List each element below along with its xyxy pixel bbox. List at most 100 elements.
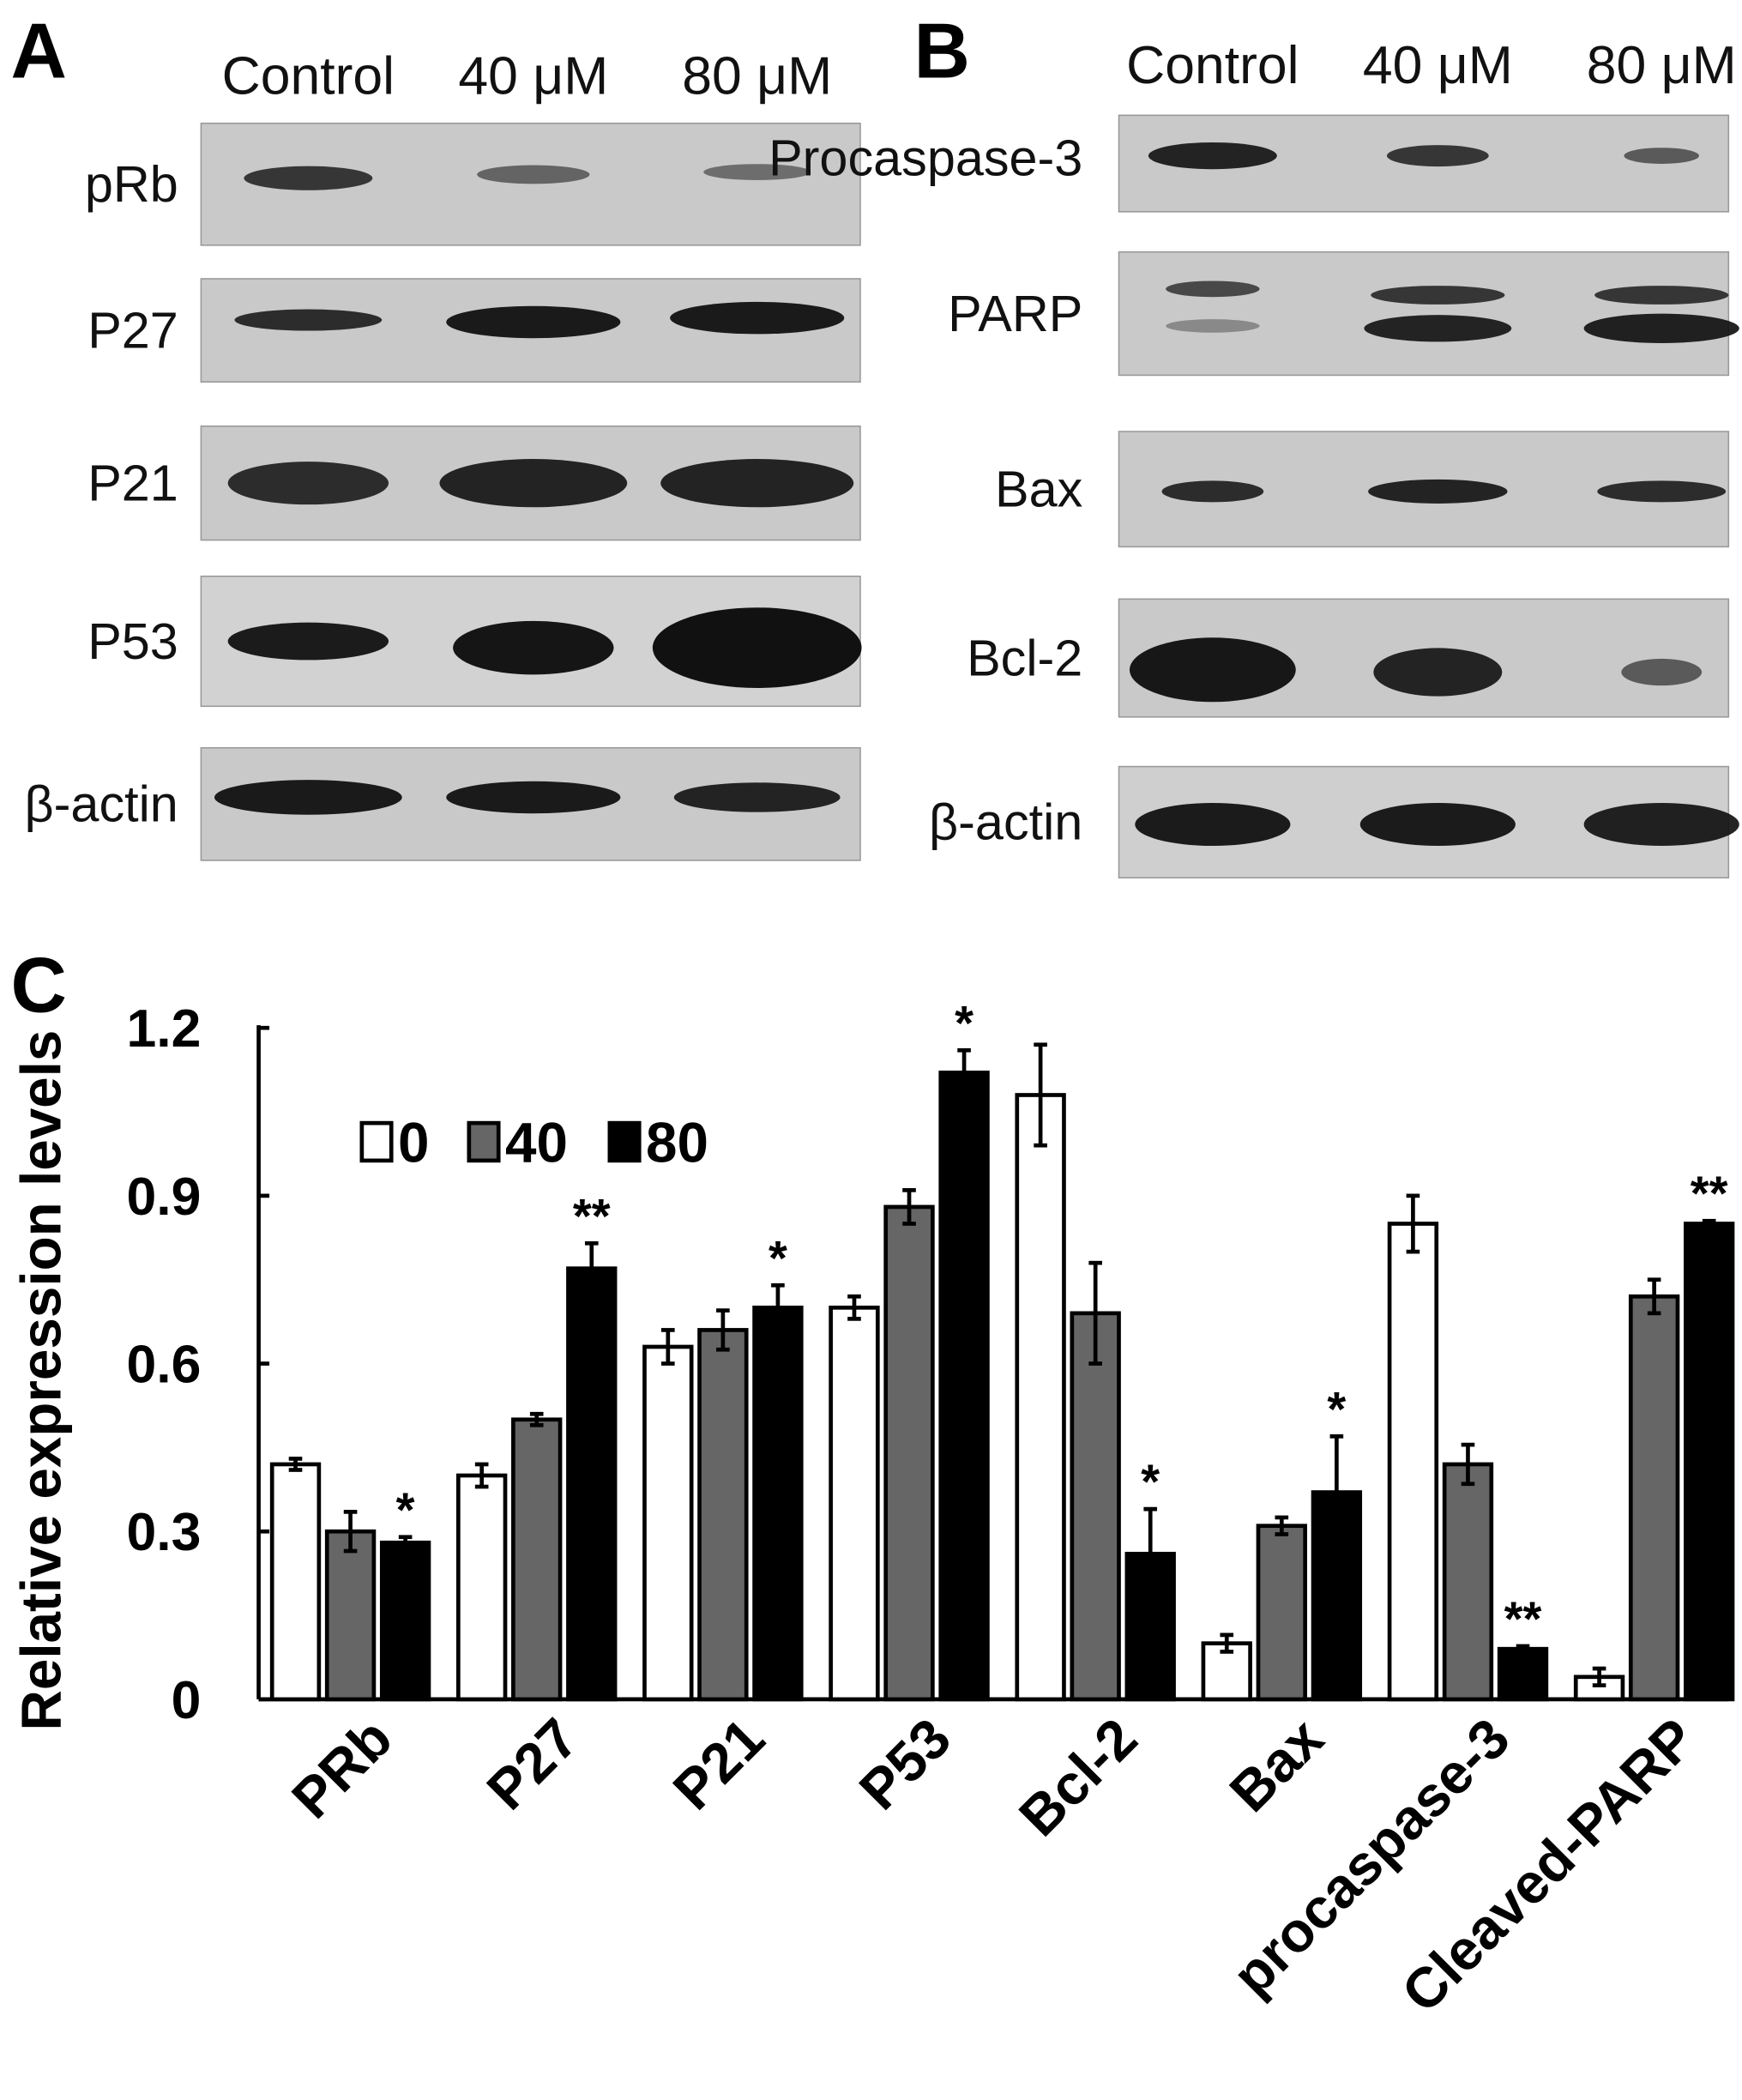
x-tick-label: Bax: [1218, 1706, 1335, 1824]
protein-band: [1130, 637, 1296, 703]
y-axis-label: Relative expression levels: [9, 1030, 72, 1731]
protein-band: [1624, 148, 1699, 164]
column-header: Control: [222, 45, 395, 106]
bar-0-P27: [455, 1473, 508, 1702]
y-tick-label: 1.2: [127, 999, 202, 1059]
protein-band: [234, 309, 383, 331]
blot-row-label: β-actin: [25, 775, 178, 833]
bar-80-PRb: [379, 1540, 431, 1702]
x-tick-label: P21: [661, 1706, 776, 1821]
legend-swatch: [467, 1120, 501, 1163]
significance-marker: *: [769, 1231, 787, 1285]
bar-0-P53: [829, 1305, 880, 1702]
legend-swatch: [607, 1120, 642, 1163]
blot-row-label: P27: [87, 301, 178, 359]
bar-80-P27: [566, 1266, 618, 1702]
panel-a-label: A: [11, 9, 67, 95]
column-header: 40 μM: [1363, 35, 1513, 95]
bar-40-PRb: [324, 1529, 377, 1702]
significance-marker: *: [396, 1482, 415, 1536]
significance-marker: *: [1327, 1382, 1346, 1436]
significance-marker: *: [955, 996, 973, 1050]
protein-band: [670, 301, 845, 335]
legend-swatch: [359, 1120, 394, 1163]
bar-0-P21: [642, 1344, 694, 1702]
protein-band: [446, 305, 621, 339]
bar-0-procaspase-3: [1387, 1222, 1439, 1702]
blot-strip: [1118, 250, 1730, 377]
protein-band: [660, 459, 854, 508]
bar-40-Cleaved-PARP: [1628, 1294, 1680, 1702]
panel-b-label: B: [913, 9, 969, 95]
significance-marker: **: [1504, 1591, 1542, 1645]
protein-band: [1368, 479, 1508, 504]
legend: 0 40 80: [359, 1111, 708, 1174]
bar-chart: 0 0.3 0.6 0.9 1.2 * PRb ** P27 * P21 * P53 * Bcl-2 * Bax…: [127, 996, 1735, 2025]
legend-label: 80: [646, 1111, 708, 1174]
x-tick-label: P53: [847, 1706, 962, 1821]
protein-band: [1621, 658, 1703, 686]
protein-band: [1359, 803, 1516, 847]
protein-band: [652, 607, 862, 688]
blot-row-label: Bcl-2: [967, 629, 1082, 686]
protein-band: [1597, 480, 1727, 503]
blot-row-label: PARP: [948, 285, 1082, 342]
legend-label: 0: [398, 1111, 430, 1174]
protein-band: [1166, 319, 1260, 333]
protein-band: [1583, 803, 1739, 847]
bar-0-PRb: [269, 1462, 322, 1702]
protein-band: [453, 620, 614, 675]
y-tick-label: 0: [172, 1670, 202, 1730]
x-tick-label: P27: [475, 1706, 590, 1821]
protein-band: [1373, 648, 1503, 697]
panel-b-column-headers: Control 40 μM 80 μM: [1126, 35, 1736, 95]
bar-80-procaspase-3: [1497, 1646, 1549, 1702]
x-tick-label: Bcl-2: [1007, 1706, 1148, 1848]
protein-band: [1166, 281, 1260, 298]
protein-band: [1386, 145, 1489, 167]
panel-a-column-headers: Control 40 μM 80 μM: [222, 45, 832, 106]
bar-80-P53: [938, 1071, 990, 1702]
protein-band: [227, 462, 389, 505]
panel-a-western-blots: pRb P27 P21 P53 β-actin: [25, 122, 862, 861]
protein-band: [1364, 315, 1512, 342]
protein-band: [1594, 286, 1729, 305]
y-tick-label: 0.6: [127, 1334, 202, 1394]
y-tick-label: 0.9: [127, 1167, 202, 1227]
legend-label: 40: [505, 1111, 568, 1174]
bar-40-P53: [883, 1204, 935, 1702]
protein-band: [244, 166, 373, 190]
blot-row-label: P21: [87, 454, 178, 511]
column-header: Control: [1126, 35, 1299, 95]
bar-80-Cleaved-PARP: [1683, 1222, 1735, 1702]
column-header: 80 μM: [1587, 35, 1737, 95]
protein-band: [439, 459, 628, 508]
protein-band: [1371, 286, 1505, 305]
protein-band: [1148, 142, 1277, 170]
bar-80-P21: [752, 1305, 804, 1702]
bar-40-Bax: [1256, 1524, 1308, 1702]
y-tick-label: 0.3: [127, 1502, 202, 1562]
significance-marker: *: [1141, 1455, 1160, 1509]
bar-40-P21: [697, 1328, 749, 1702]
bar-40-Bcl-2: [1070, 1311, 1121, 1702]
protein-band: [446, 781, 621, 814]
protein-band: [1135, 803, 1291, 847]
panel-b-western-blots: Procaspase-3 PARP Bax Bcl-2 β-actin: [769, 114, 1739, 879]
protein-band: [1583, 313, 1739, 343]
significance-marker: **: [573, 1189, 611, 1243]
panel-c-label: C: [11, 942, 67, 1029]
protein-band: [227, 622, 389, 661]
bar-40-P27: [511, 1417, 563, 1702]
blot-row-label: β-actin: [929, 794, 1082, 851]
blot-row-label: pRb: [85, 155, 178, 213]
column-header: 80 μM: [682, 45, 832, 106]
protein-band: [1161, 480, 1264, 503]
blot-row-label: Bax: [995, 461, 1083, 518]
column-header: 40 μM: [458, 45, 608, 106]
protein-band: [477, 165, 590, 184]
blot-row-label: Procaspase-3: [769, 130, 1082, 187]
protein-band: [214, 780, 402, 815]
bar-0-Bcl-2: [1015, 1093, 1066, 1702]
